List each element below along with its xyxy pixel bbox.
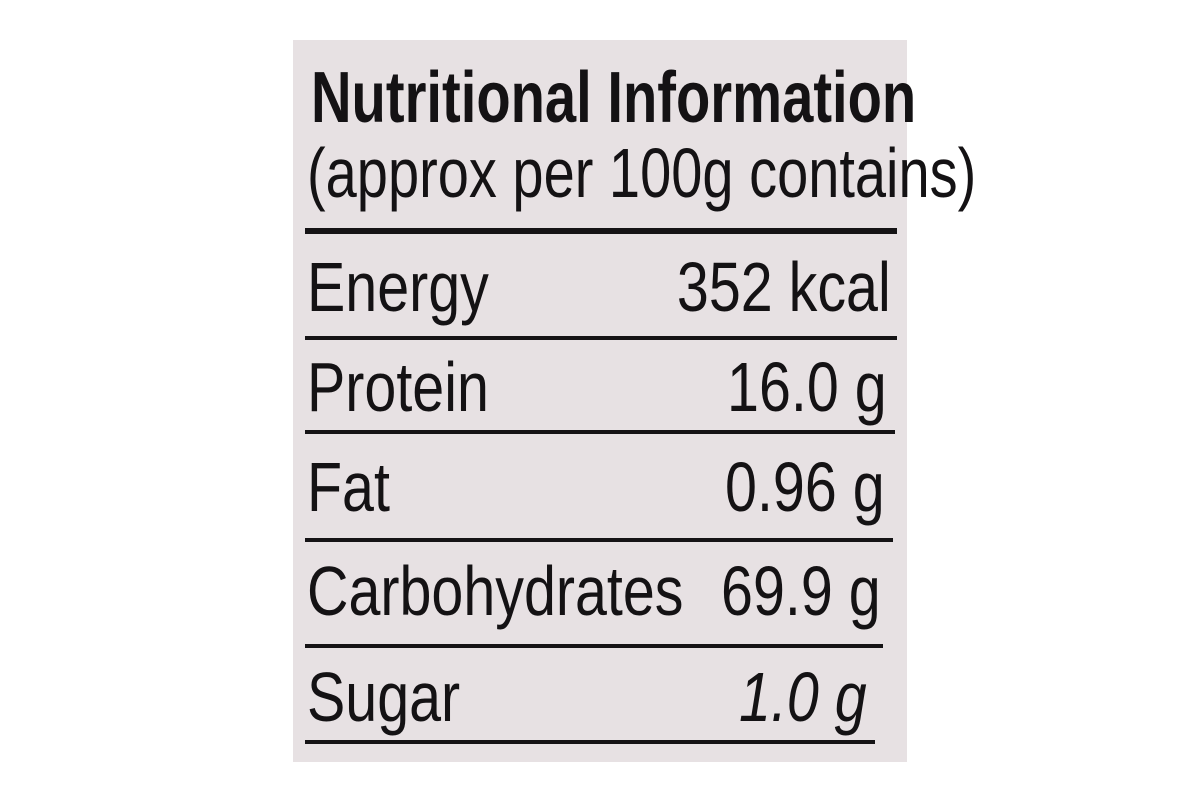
nutrient-value: 1.0 g <box>739 658 867 736</box>
row-divider <box>305 538 893 542</box>
nutrient-value: 16.0 g <box>727 348 887 426</box>
row-divider <box>305 336 897 340</box>
nutrient-name: Energy <box>307 248 489 326</box>
row-divider <box>305 644 883 648</box>
nutrient-name: Protein <box>307 348 489 426</box>
nutrient-name: Fat <box>307 448 390 526</box>
nutrient-value: 69.9 g <box>721 552 881 630</box>
row-divider <box>305 740 875 744</box>
nutrition-label: Nutritional Information (approx per 100g… <box>293 40 976 762</box>
row-divider <box>305 430 895 434</box>
label-subtitle: (approx per 100g contains) <box>307 134 977 212</box>
header-divider <box>305 228 897 234</box>
nutrient-name: Sugar <box>307 658 461 736</box>
label-title: Nutritional Information <box>311 58 917 138</box>
nutrient-value: 0.96 g <box>725 448 885 526</box>
nutrient-name: Carbohydrates <box>307 552 684 630</box>
nutrient-value: 352 kcal <box>677 248 891 326</box>
